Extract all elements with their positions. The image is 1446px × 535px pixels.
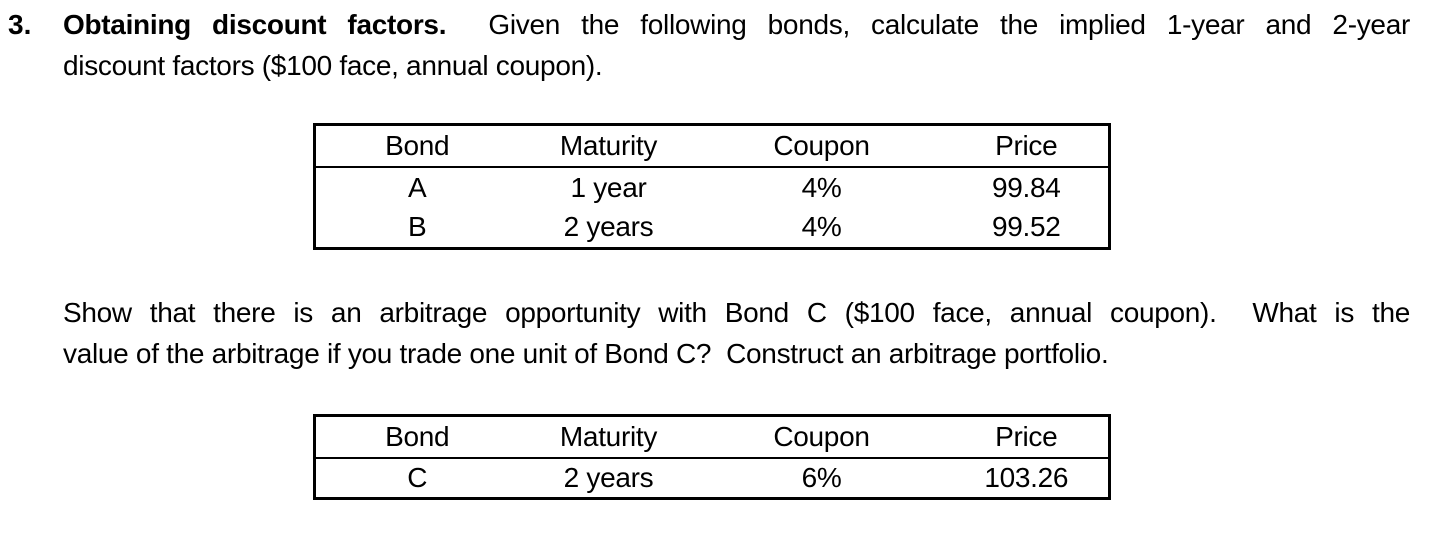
cell-coupon: 4% [801,171,842,203]
paragraph-line: Obtaining discount factors. Given the fo… [63,4,1410,45]
table-row-bond-a: A 1 year 4% 99.84 [315,167,1110,208]
problem-title: Obtaining discount factors. [63,9,447,40]
bond-table-c: Bond Maturity Coupon Price C 2 years 6% … [313,414,1111,500]
table-row-bond-b: B 2 years 4% 99.52 [315,208,1110,249]
problem-number: 3. [8,9,32,40]
arbitrage-paragraph: Show that there is an arbitrage opportun… [63,292,1410,374]
problem-3: 3. Obtaining discount factors. Given the… [8,4,1410,500]
table-header-row: Bond Maturity Coupon Price [314,125,1110,167]
problem-statement-paragraph: Obtaining discount factors. Given the fo… [63,4,1410,86]
cell-price: 103.26 [984,461,1069,493]
cell-coupon: 4% [801,211,842,243]
header-cell-price: Price [995,420,1058,452]
table-row-bond-c: C 2 years 6% 103.26 [315,458,1110,499]
paragraph-line: Show that there is an arbitrage opportun… [63,297,1410,328]
header-cell-bond: Bond [385,420,450,452]
cell-maturity: 2 years [563,211,654,243]
cell-bond: C [407,461,428,493]
cell-maturity: 1 year [570,171,647,203]
header-cell-maturity: Maturity [559,129,658,161]
paragraph-line: discount factors ($100 face, annual coup… [63,50,603,81]
table-header-row: Bond Maturity Coupon Price [314,416,1110,458]
cell-maturity: 2 years [563,461,654,493]
problem-body: Obtaining discount factors. Given the fo… [63,4,1410,500]
cell-price: 99.84 [991,171,1061,203]
cell-bond: B [408,211,427,243]
paragraph-text: Given the following bonds, calculate the… [446,9,1410,40]
header-cell-coupon: Coupon [773,129,870,161]
header-cell-maturity: Maturity [559,420,658,452]
header-cell-coupon: Coupon [773,420,870,452]
header-cell-bond: Bond [385,129,450,161]
cell-coupon: 6% [801,461,842,493]
header-cell-price: Price [995,129,1058,161]
cell-bond: A [408,171,427,203]
bond-table-ab: Bond Maturity Coupon Price A 1 year 4% 9… [313,123,1111,250]
paragraph-line: value of the arbitrage if you trade one … [63,338,1109,369]
cell-price: 99.52 [991,211,1061,243]
